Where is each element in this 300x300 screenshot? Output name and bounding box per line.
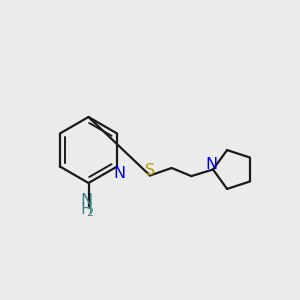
Text: N: N (205, 157, 217, 172)
Text: N: N (113, 166, 125, 181)
Text: S: S (145, 163, 155, 178)
Text: H: H (80, 202, 92, 217)
Text: N: N (80, 193, 92, 208)
Text: 2: 2 (86, 208, 94, 218)
